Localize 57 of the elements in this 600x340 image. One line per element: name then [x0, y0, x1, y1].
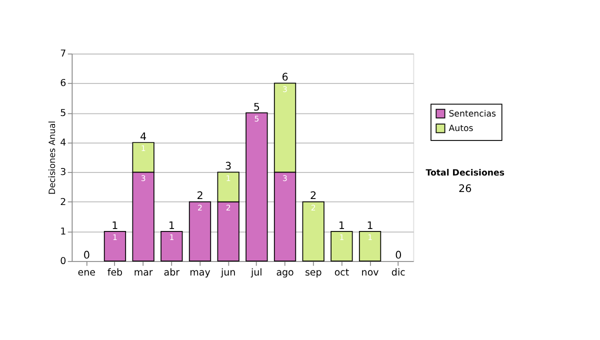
total-label: 1	[112, 220, 118, 232]
x-tick-label: ene	[78, 267, 96, 278]
total-label: 1	[338, 220, 345, 232]
data-label: 3	[282, 174, 288, 183]
total-label: 1	[168, 220, 175, 232]
data-label: 1	[112, 233, 118, 242]
legend-label: Autos	[448, 124, 474, 134]
legend-label: Sentencias	[448, 109, 497, 120]
x-tick-label: may	[190, 267, 211, 278]
x-tick-label: jun	[220, 267, 236, 278]
data-label: 1	[368, 233, 373, 242]
y-tick-label: 5	[60, 108, 66, 119]
data-label: 2	[198, 203, 203, 212]
data-label: 2	[310, 203, 316, 212]
total-label: 0	[83, 249, 90, 262]
total-label: 2	[310, 190, 317, 202]
total-label: 2	[196, 190, 204, 202]
data-label: 1	[140, 144, 146, 154]
x-tick-label: nov	[361, 267, 380, 278]
y-tick-label: 7	[60, 48, 66, 60]
x-tick-label: feb	[107, 267, 123, 278]
x-tick-label: oct	[334, 267, 350, 278]
bar	[246, 112, 268, 262]
data-label: 2	[226, 203, 231, 212]
x-tick-label: mar	[134, 267, 153, 278]
total-label: 3	[225, 160, 232, 173]
x-tick-label: sep	[304, 267, 322, 278]
x-tick-label: ago	[276, 267, 294, 278]
y-tick-label: 4	[60, 138, 66, 149]
y-tick-label: 3	[60, 167, 66, 178]
data-label: 3	[282, 84, 288, 94]
y-axis-title: Decisiones Anual	[48, 120, 58, 195]
x-tick-label: dic	[391, 267, 406, 278]
x-tick-label: abr	[164, 267, 180, 278]
total-label: 4	[140, 130, 148, 143]
total-label: 5	[253, 101, 260, 114]
total-label: 0	[395, 249, 402, 262]
data-label: 1	[226, 174, 231, 183]
x-tick-label: jul	[250, 267, 262, 278]
y-tick-label: 1	[60, 226, 66, 238]
data-label: 3	[140, 174, 146, 183]
bar	[330, 230, 353, 262]
text: Total Decisiones	[426, 168, 505, 178]
text: 26	[458, 182, 472, 195]
bar	[188, 201, 212, 262]
total-label: 1	[366, 220, 374, 232]
bar	[358, 230, 382, 262]
data-label: 1	[169, 233, 174, 242]
y-tick-label: 0	[60, 256, 66, 268]
data-label: 1	[339, 233, 344, 242]
bar	[160, 230, 183, 262]
data-label: 5	[254, 114, 260, 124]
y-tick-label: 6	[60, 78, 66, 90]
bar	[302, 201, 324, 262]
y-tick-label: 2	[60, 196, 66, 208]
total-label: 6	[282, 72, 288, 84]
bar	[104, 230, 126, 262]
